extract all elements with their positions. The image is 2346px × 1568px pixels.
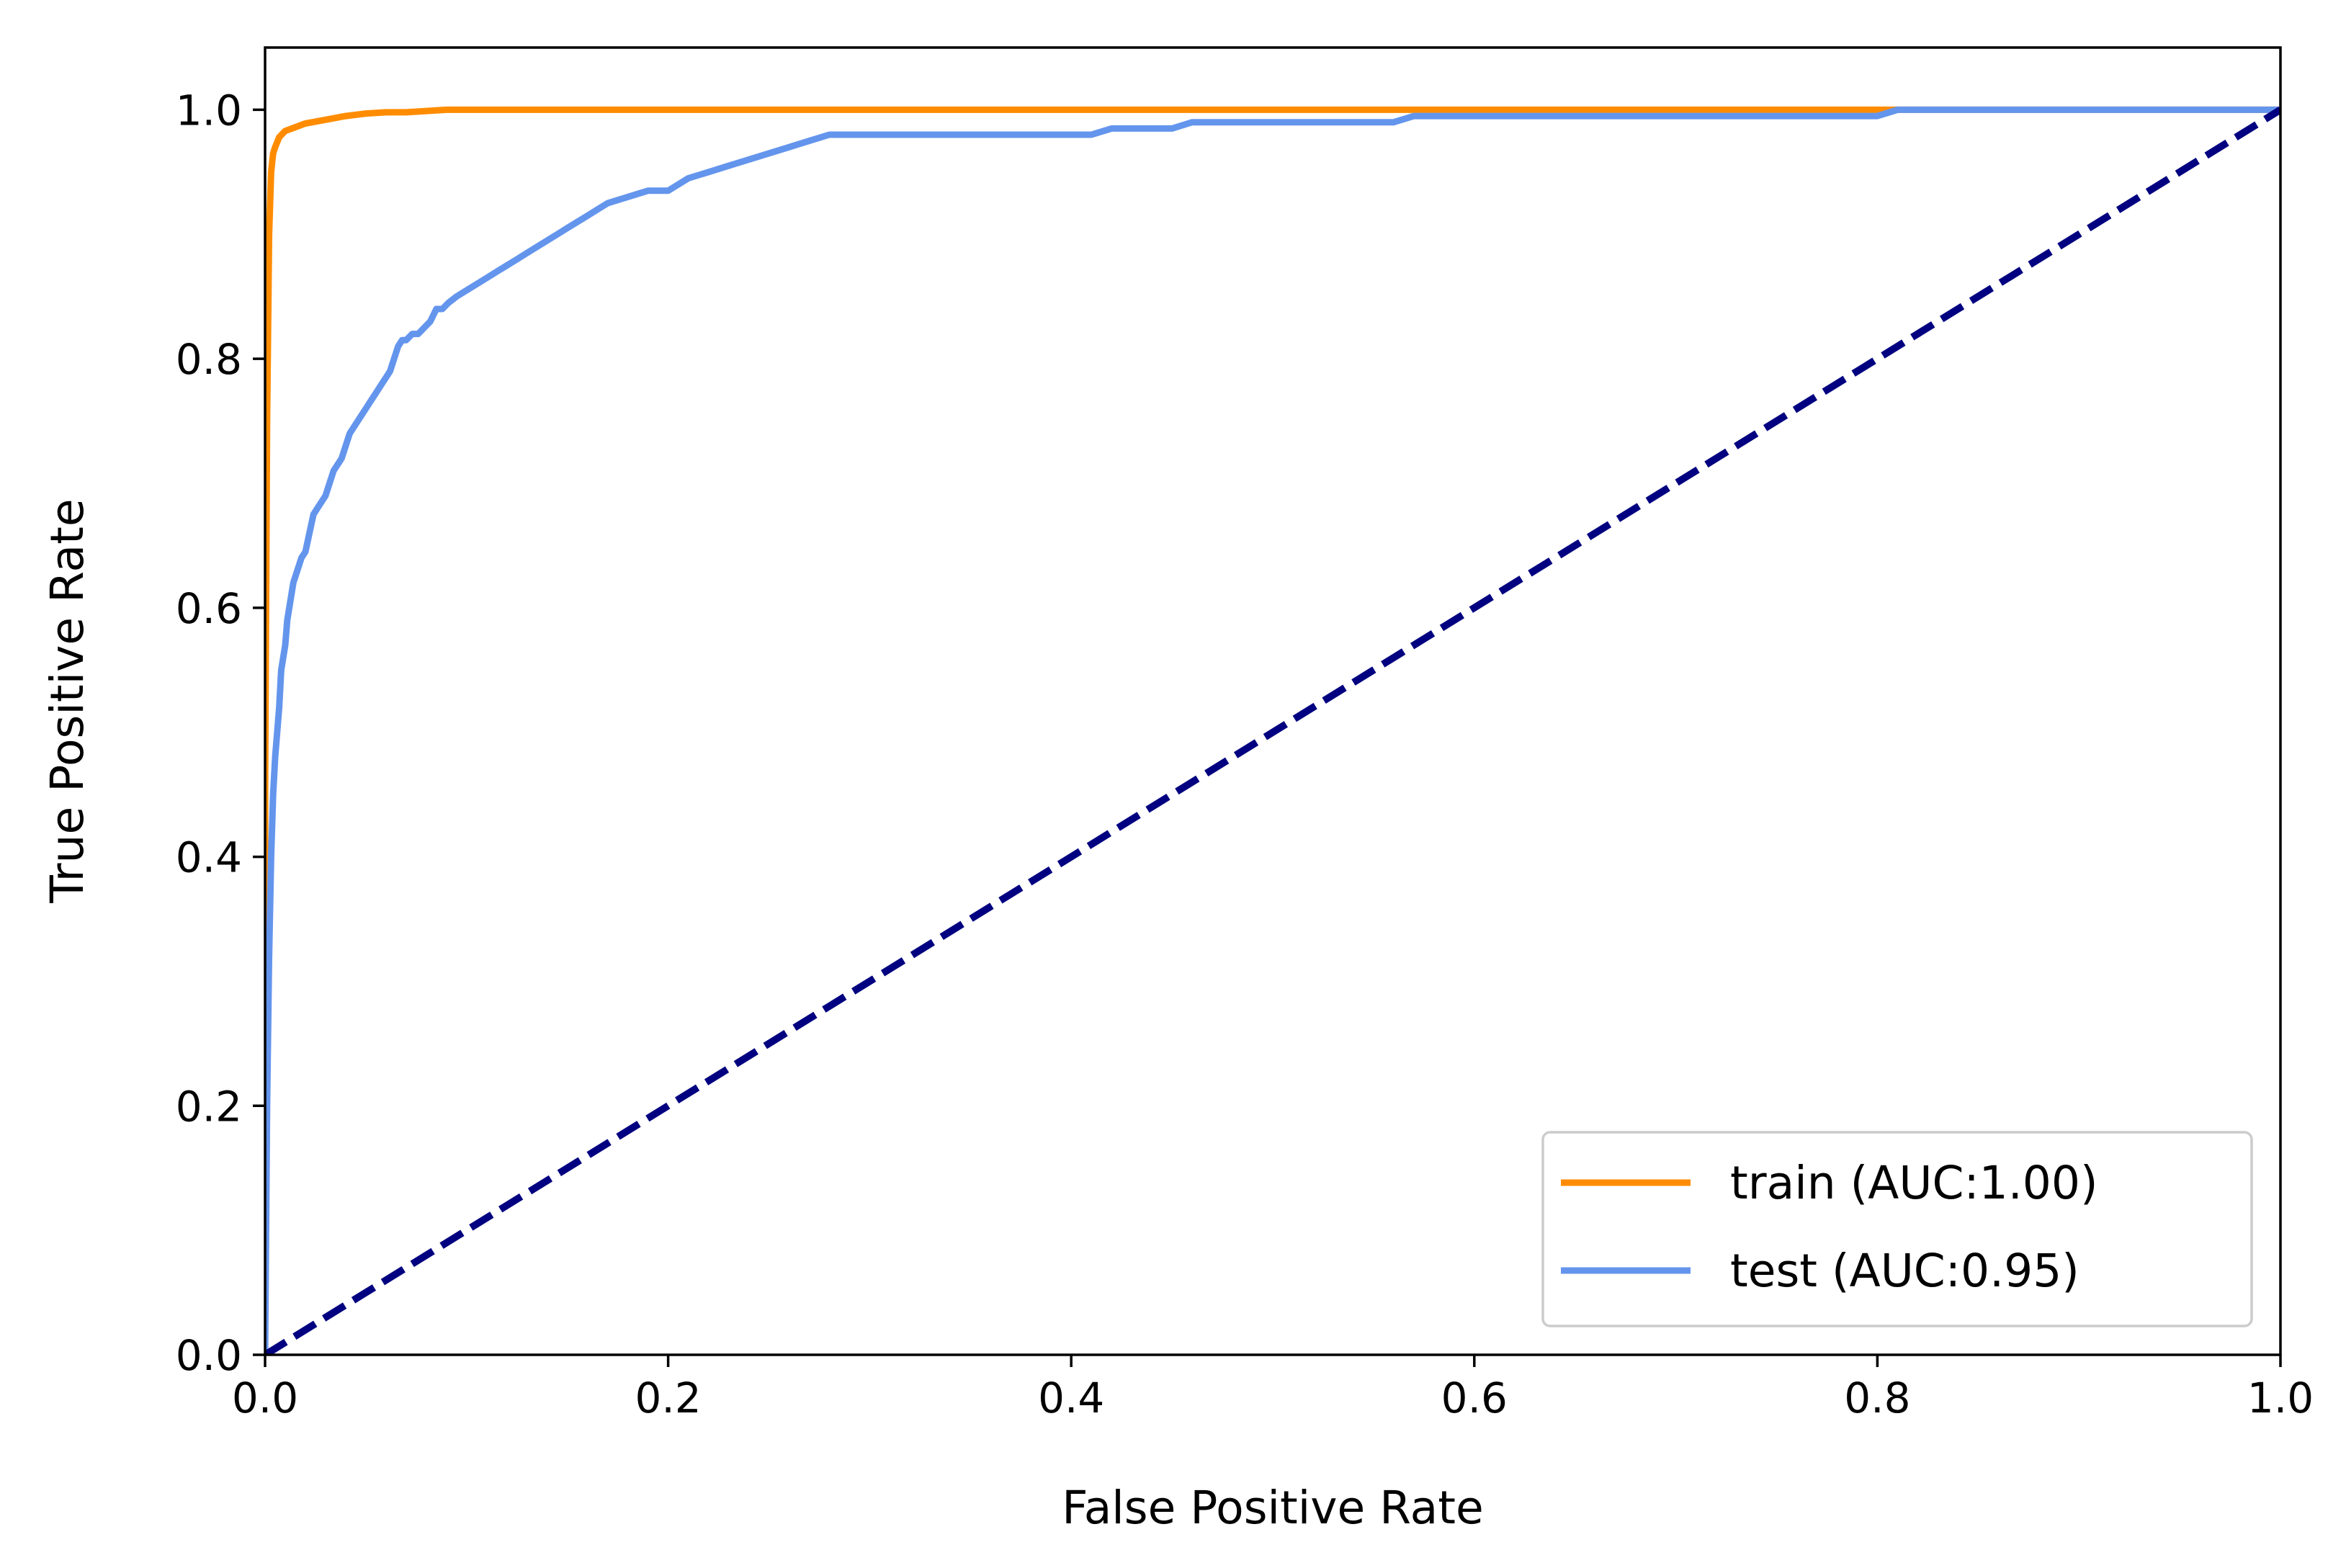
series-line-0 — [265, 106, 2280, 1355]
y-tick-label: 0.6 — [176, 584, 242, 633]
y-tick-label: 0.2 — [176, 1082, 242, 1131]
legend-box — [1541, 1131, 2253, 1327]
y-tick-label: 0.4 — [176, 833, 242, 882]
legend-label: train (AUC:1.00) — [1730, 1157, 2098, 1209]
x-axis-label: False Positive Rate — [1062, 1482, 1484, 1534]
y-axis: 0.0 0.2 0.4 0.6 0.8 1.0 — [176, 86, 265, 1380]
x-tick-label: 0.6 — [1441, 1374, 1508, 1423]
plot-frame — [264, 46, 2282, 1356]
x-tick-label: 0.2 — [635, 1374, 701, 1423]
series-layer — [265, 106, 2280, 1355]
x-tick-label: 0.4 — [1038, 1374, 1104, 1423]
y-axis-label: True Positive Rate — [41, 498, 94, 903]
x-tick-label: 0.8 — [1844, 1374, 1910, 1423]
legend-label: test (AUC:0.95) — [1730, 1245, 2079, 1297]
legend: train (AUC:1.00) test (AUC:0.95) — [1541, 1131, 2253, 1327]
y-tick-label: 1.0 — [176, 86, 242, 135]
chance-diagonal-line — [265, 107, 2280, 1355]
y-tick-label: 0.0 — [176, 1331, 242, 1380]
x-tick-label: 1.0 — [2247, 1374, 2314, 1423]
x-tick-label: 0.0 — [232, 1374, 298, 1423]
y-tick-label: 0.8 — [176, 335, 242, 384]
series-line-1 — [265, 106, 2280, 1355]
x-axis: 0.0 0.2 0.4 0.6 0.8 1.0 — [232, 1355, 2314, 1423]
